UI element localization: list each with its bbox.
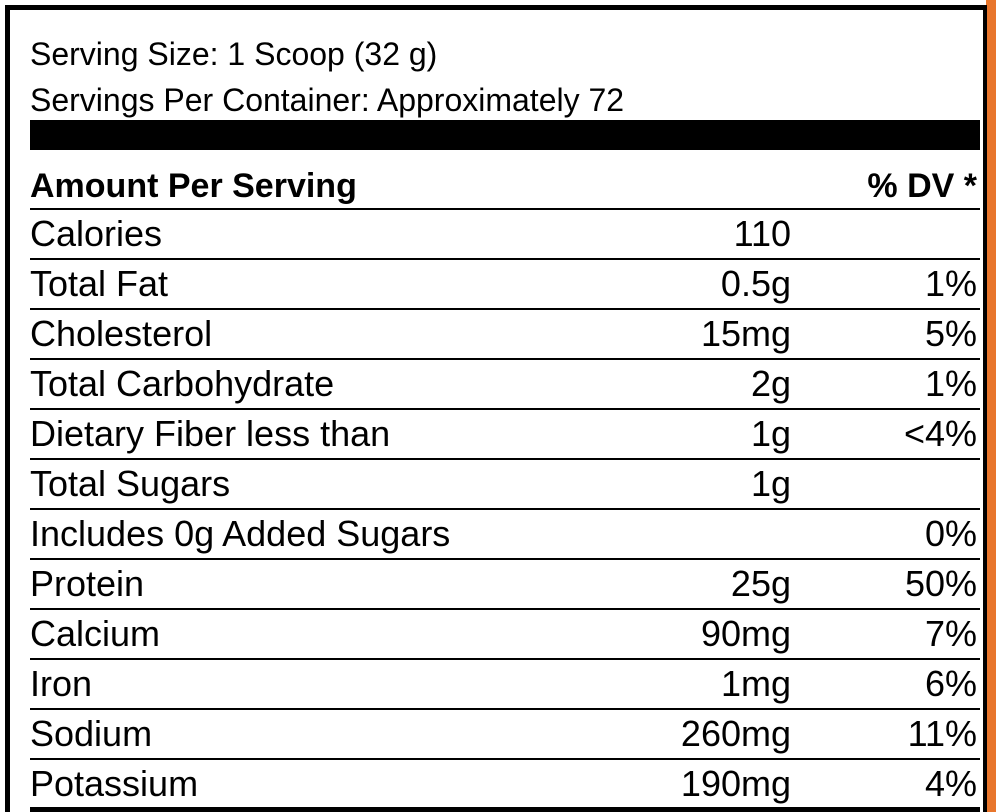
nutrient-amount: 2g [750,363,791,404]
nutrient-row: Dietary Fiber less than 1g <4% [30,408,980,458]
amount-per-serving-heading: Amount Per Serving [30,167,357,205]
nutrient-dv: 50% [904,563,977,604]
nutrient-dv: 1% [924,263,977,304]
accent-strip [986,0,996,812]
nutrient-row: Total Sugars 1g [30,458,980,508]
nutrient-name: Sodium [30,713,153,754]
nutrient-name: Total Sugars [30,463,231,504]
nutrient-name: Cholesterol [30,313,213,354]
nutrient-name: Potassium [30,763,199,804]
nutrient-name: Includes 0g Added Sugars [30,513,451,554]
bottom-divider [30,807,980,812]
nutrient-table: Calories 110 Total Fat 0.5g 1% Cholester… [30,208,980,808]
nutrient-row: Iron 1mg 6% [30,658,980,708]
nutrient-amount: 110 [733,213,791,254]
nutrient-row: Sodium 260mg 11% [30,708,980,758]
nutrient-amount: 25g [730,563,791,604]
nutrient-amount: 260mg [680,713,791,754]
table-header: Amount Per Serving % DV * [30,165,980,207]
serving-size: Serving Size: 1 Scoop (32 g) [30,36,438,72]
nutrient-dv: 1% [924,363,977,404]
nutrient-row: Calcium 90mg 7% [30,608,980,658]
nutrient-amount: 15mg [700,313,791,354]
nutrient-name: Protein [30,563,145,604]
nutrient-dv: <4% [903,413,977,454]
nutrient-name: Total Carbohydrate [30,363,335,404]
servings-per-container: Servings Per Container: Approximately 72 [30,82,625,118]
nutrient-row: Total Fat 0.5g 1% [30,258,980,308]
nutrient-dv: 7% [924,613,977,654]
nutrient-row: Cholesterol 15mg 5% [30,308,980,358]
nutrient-dv: 4% [924,763,977,804]
thick-divider [30,120,980,150]
nutrient-dv: 0% [924,513,977,554]
nutrient-amount: 1g [750,413,791,454]
nutrient-row: Includes 0g Added Sugars 0% [30,508,980,558]
nutrient-amount: 0.5g [720,263,791,304]
nutrient-row: Potassium 190mg 4% [30,758,980,808]
nutrient-dv: 5% [924,313,977,354]
nutrient-name: Total Fat [30,263,169,304]
nutrient-dv: 11% [907,713,977,754]
nutrient-amount: 90mg [700,613,791,654]
daily-value-heading: % DV * [867,167,977,205]
nutrient-name: Iron [30,663,93,704]
nutrient-dv: 6% [924,663,977,704]
nutrient-name: Calories [30,213,163,254]
nutrient-row: Protein 25g 50% [30,558,980,608]
nutrient-name: Calcium [30,613,161,654]
nutrient-row: Total Carbohydrate 2g 1% [30,358,980,408]
nutrient-amount: 1g [750,463,791,504]
nutrient-row: Calories 110 [30,208,980,258]
nutrient-amount: 190mg [680,763,791,804]
nutrient-amount: 1mg [720,663,791,704]
nutrition-facts-panel: Serving Size: 1 Scoop (32 g) Servings Pe… [5,5,987,812]
nutrient-name: Dietary Fiber less than [30,413,391,454]
